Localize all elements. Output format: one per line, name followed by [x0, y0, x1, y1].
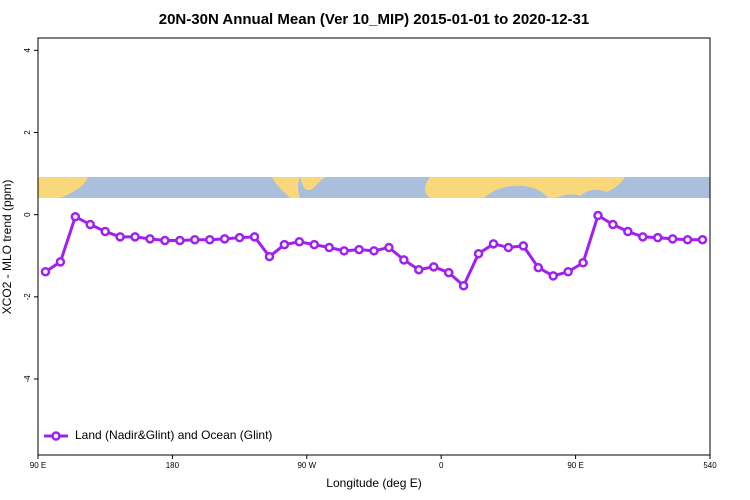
data-point — [443, 267, 454, 278]
data-point — [488, 239, 499, 249]
plot-frame — [37, 37, 711, 456]
x-tick-label: 540 — [703, 461, 717, 470]
data-point — [533, 262, 544, 273]
x-tick-label: 180 — [166, 461, 180, 470]
x-axis-label: Longitude (deg E) — [326, 476, 421, 490]
x-tick-label: 90 E — [567, 461, 583, 470]
data-point — [264, 251, 275, 262]
data-point — [518, 241, 529, 251]
data-point — [70, 211, 81, 222]
data-point — [40, 267, 51, 277]
y-axis-label: XCO2 - MLO trend (ppm) — [0, 180, 14, 315]
chart-title: 20N-30N Annual Mean (Ver 10_MIP) 2015-01… — [159, 11, 589, 28]
legend-label: Land (Nadir&Glint) and Ocean (Glint) — [75, 428, 272, 442]
data-point — [563, 267, 573, 277]
data-point — [667, 234, 678, 244]
y-tick-label: 4 — [23, 48, 32, 53]
data-point — [503, 242, 514, 253]
x-tick-label: 90 E — [30, 461, 46, 470]
data-point — [339, 246, 349, 256]
data-point — [175, 235, 185, 246]
data-point — [55, 257, 66, 267]
y-tick-label: 0 — [23, 212, 32, 217]
data-point — [190, 234, 200, 245]
data-point — [249, 232, 260, 242]
data-point — [85, 219, 96, 230]
data-point — [652, 232, 663, 243]
data-point — [279, 239, 290, 250]
x-tick-label: 90 W — [297, 461, 316, 470]
data-point — [578, 257, 588, 268]
data-point — [145, 234, 155, 244]
y-tick-label: -2 — [23, 293, 32, 301]
data-point — [160, 235, 170, 246]
y-tick-label: -4 — [23, 375, 32, 383]
data-point — [354, 244, 364, 255]
data-point — [548, 271, 558, 281]
data-point — [130, 232, 140, 242]
data-point — [473, 248, 484, 259]
data-point — [414, 264, 424, 275]
map-strip — [38, 177, 710, 198]
x-tick-label: 0 — [439, 461, 444, 470]
data-point — [428, 262, 439, 272]
data-point — [593, 210, 603, 221]
data-point — [324, 242, 334, 253]
data-point — [204, 234, 215, 245]
data-point — [100, 226, 110, 237]
data-point — [608, 219, 618, 230]
data-point — [697, 234, 708, 245]
data-point — [309, 239, 320, 250]
data-point — [623, 226, 633, 237]
data-point — [458, 280, 469, 291]
data-point — [219, 234, 230, 244]
legend-marker — [51, 431, 61, 441]
data-point — [384, 242, 394, 253]
data-point — [234, 232, 245, 243]
data-point — [369, 246, 379, 256]
data-point — [638, 232, 648, 242]
y-tick-label: 2 — [23, 130, 32, 135]
data-point — [682, 234, 693, 245]
data-point — [115, 232, 125, 242]
data-point — [294, 237, 305, 247]
data-point — [399, 255, 409, 265]
